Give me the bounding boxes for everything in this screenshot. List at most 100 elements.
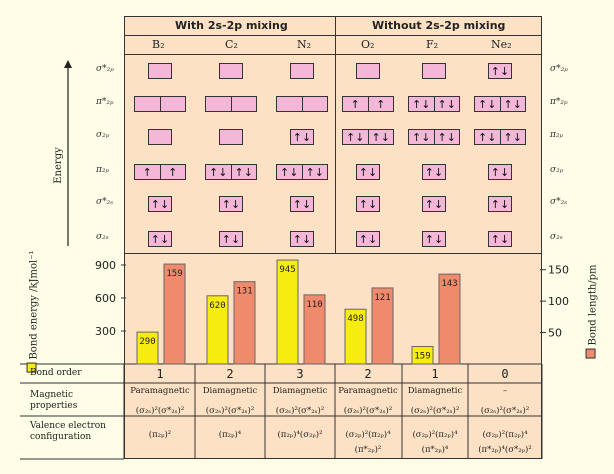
orbital-electrons: ↑↓ — [221, 197, 241, 211]
config-line2: (σ₂ₚ)²(π₂ₚ)⁴ — [482, 429, 528, 440]
molecule-label: B₂ — [152, 38, 165, 51]
orbital-electrons: ↑↓ — [358, 165, 378, 179]
length-bar — [438, 273, 461, 365]
config-line1: (σ₂ₛ)²(σ*₂ₛ)² — [411, 405, 459, 416]
length-legend-swatch — [585, 348, 596, 359]
length-bar-label: 131 — [236, 287, 252, 297]
orbital-electrons: ↑↓ — [490, 165, 510, 179]
orbital-electrons: ↑↓ — [424, 197, 444, 211]
left-tick-label: 300 — [95, 325, 116, 338]
energy-bar-label: 620 — [209, 301, 225, 311]
bond-order-value: 2 — [364, 367, 371, 381]
orbital-electrons: ↑↓ — [475, 130, 501, 144]
orbital-box — [276, 96, 328, 112]
config-line3: (π*₂ₚ)² — [355, 444, 382, 455]
left-tick-label: 900 — [95, 259, 116, 272]
molecule-label: F₂ — [426, 38, 439, 51]
orbital-box — [422, 63, 446, 79]
orbital-box: ↑↓ — [422, 231, 446, 247]
magnetic-value: – — [503, 386, 507, 396]
energy-bar-label: 159 — [414, 352, 430, 362]
orbital-box: ↑↓ — [356, 231, 380, 247]
molecule-label: C₂ — [225, 38, 238, 51]
magnetic-value: Diamagnetic — [408, 386, 463, 396]
orbital-label: σ₂ₚ — [96, 130, 110, 140]
orbital-box — [219, 63, 243, 79]
energy-arrow-icon — [64, 60, 72, 246]
magnetic-value: Paramagnetic — [130, 386, 190, 396]
right-tick-label: 150 — [548, 264, 569, 277]
orbital-electrons — [277, 97, 303, 111]
orbital-electrons: ↑↓ — [292, 197, 312, 211]
orbital-electrons: ↑↓ — [150, 232, 170, 246]
orbital-electrons: ↑↓ — [305, 165, 324, 179]
energy-bar — [344, 308, 367, 365]
orbital-electrons: ↑↓ — [206, 165, 232, 179]
chart-top-divider — [124, 253, 542, 254]
orbital-label: σ₂ₛ — [550, 232, 563, 242]
orbital-box: ↑↓ ↑↓ — [408, 96, 460, 112]
bond-order-value: 1 — [156, 367, 163, 381]
orbital-box: ↑↓ — [356, 196, 380, 212]
orbital-electrons: ↑↓ — [409, 97, 435, 111]
panel-bg — [125, 17, 541, 458]
orbital-electrons: ↑↓ — [277, 165, 303, 179]
length-bar — [163, 263, 186, 365]
molecule-label: Ne₂ — [491, 38, 512, 51]
orbital-electrons: ↑↓ — [503, 97, 522, 111]
orbital-electrons: ↑↓ — [424, 232, 444, 246]
orbital-label: σ*₂ₛ — [550, 197, 568, 207]
orbital-label: σ*₂ₚ — [96, 64, 114, 74]
orbital-box: ↑↓ — [488, 196, 512, 212]
header-row — [124, 16, 542, 36]
mixing-divider — [335, 16, 336, 253]
bond-order-value: 1 — [431, 367, 438, 381]
config-line3: (π*₂ₚ)⁴(σ*₂ₚ)² — [478, 444, 532, 455]
length-bar — [371, 287, 394, 365]
orbital-box — [148, 63, 172, 79]
orbital-box — [356, 63, 380, 79]
orbital-electrons: ↑↓ — [503, 130, 522, 144]
bond-order-value: 0 — [501, 367, 508, 381]
config-line3: (π*₂ₚ)⁴ — [422, 444, 449, 455]
orbital-box: ↑↓ — [422, 164, 446, 180]
orbital-box: ↑↓ — [422, 196, 446, 212]
row-label-magnetic: Magnetic properties — [30, 390, 78, 411]
orbital-box: ↑↓ — [219, 231, 243, 247]
right-tick-label: 50 — [548, 327, 562, 340]
orbital-box: ↑↓ ↑↓ — [474, 129, 526, 145]
header-without-mixing: Without 2s-2p mixing — [372, 19, 506, 32]
energy-bar — [206, 295, 229, 365]
energy-bar-label: 290 — [139, 337, 155, 347]
orbital-box: ↑↓ — [290, 196, 314, 212]
orbital-electrons: ↑ — [376, 97, 386, 111]
magnetic-value: Diamagnetic — [203, 386, 258, 396]
orbital-electrons: ↑↓ — [490, 197, 510, 211]
magnetic-value: Diamagnetic — [273, 386, 328, 396]
orbital-box — [134, 96, 186, 112]
diagram-frame — [124, 16, 542, 459]
length-bar-label: 143 — [441, 279, 457, 289]
orbital-label: σ*₂ₚ — [550, 64, 568, 74]
orbital-box: ↑↓ — [290, 129, 314, 145]
config-line1: (σ₂ₛ)²(σ*₂ₛ)² — [344, 405, 392, 416]
right-tick-label: 100 — [548, 295, 569, 308]
molecule-label: N₂ — [297, 38, 312, 51]
orbital-box: ↑↓ — [488, 231, 512, 247]
config-line2: (π₂ₚ)⁴(σ₂ₚ)² — [277, 429, 322, 440]
orbital-box: ↑↓ — [488, 164, 512, 180]
orbital-box: ↑↓ ↑↓ — [276, 164, 328, 180]
orbital-box: ↑ ↑ — [134, 164, 186, 180]
orbital-box: ↑↓ — [148, 231, 172, 247]
right-ylabel-text: Bond length/pm — [587, 264, 599, 346]
config-line2: (σ₂ₚ)²(π₂ₚ)⁴ — [412, 429, 458, 440]
config-line2: (π₂ₚ)⁴ — [219, 429, 242, 440]
orbital-box — [219, 129, 243, 145]
orbital-electrons — [135, 97, 161, 111]
orbital-electrons: ↑ — [168, 165, 178, 179]
orbital-box: ↑↓ ↑↓ — [474, 96, 526, 112]
orbital-electrons: ↑↓ — [490, 64, 510, 78]
row-label-config: Valence electron configuration — [30, 421, 106, 442]
